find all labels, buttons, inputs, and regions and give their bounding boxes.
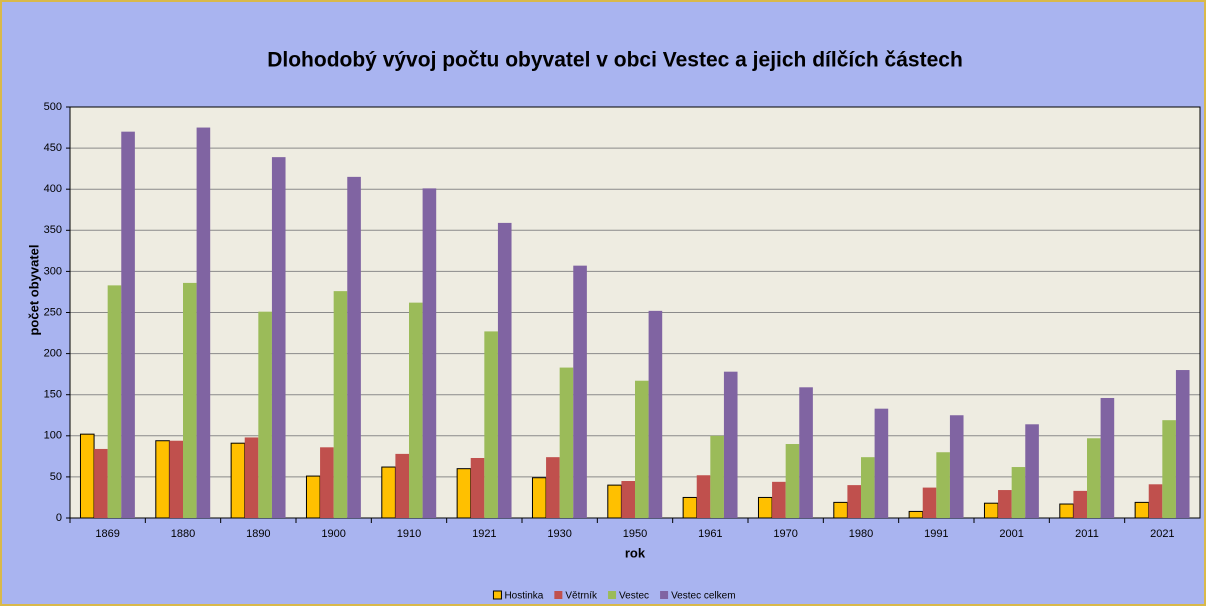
y-tick-label: 200 [44,348,62,360]
bar [1175,370,1190,518]
bar [244,437,259,518]
y-tick-label: 250 [44,306,62,318]
bar [1059,503,1074,519]
legend-swatch [554,591,563,599]
bar [422,188,437,519]
bar [607,484,622,519]
bar [983,502,999,519]
y-tick-label: 450 [44,142,62,154]
bar [757,496,773,519]
x-tick-label: 1869 [95,528,119,540]
bar [94,448,108,518]
bar [1162,420,1176,518]
bar [107,285,122,518]
x-tick-label: 1900 [321,528,345,540]
legend-label: Vestec [619,591,649,602]
bar [1011,467,1026,518]
legend-swatch [492,590,502,600]
bar [621,481,635,518]
bar [1087,438,1101,518]
bar [949,415,964,518]
x-tick-label: 2001 [999,528,1023,540]
bar [785,444,800,518]
bar [682,496,698,519]
y-tick-label: 100 [44,430,62,442]
bar [635,380,649,518]
bar [559,367,574,518]
y-tick-label: 400 [44,183,62,195]
chart-title: Dlohodobý vývoj počtu obyvatel v obci Ve… [267,49,963,72]
bar [79,433,95,519]
bar [484,331,498,518]
bar [305,475,321,519]
x-tick-label: 1970 [773,528,797,540]
x-tick-label: 2021 [1150,528,1174,540]
bar [723,371,738,518]
x-tick-label: 1950 [623,528,647,540]
bar [395,453,409,518]
bar [183,282,197,518]
y-tick-label: 150 [44,389,62,401]
bar [1025,424,1039,518]
bar [347,176,361,518]
x-axis-label: rok [625,545,646,560]
bar [1073,490,1087,518]
bar [333,291,348,518]
x-tick-label: 1880 [171,528,195,540]
y-tick-label: 350 [44,224,62,236]
y-tick-label: 500 [44,101,62,113]
bar [155,440,170,519]
bar [936,452,950,518]
bar [1148,484,1163,518]
legend-label: Větrník [565,591,598,602]
bar [833,501,848,519]
x-tick-label: 2011 [1075,528,1099,540]
bar [271,157,286,518]
bar [874,408,889,518]
legend-swatch [660,591,669,599]
bar [230,442,246,519]
x-tick-label: 1930 [547,528,571,540]
bar [710,435,724,518]
bar [320,447,334,518]
y-tick-label: 0 [56,512,62,524]
y-tick-label: 300 [44,265,62,277]
bar [497,222,512,519]
bar [196,127,211,519]
y-axis-label: počet obyvatel [26,244,41,335]
x-tick-label: 1921 [472,528,496,540]
y-tick-label: 50 [50,471,62,483]
bar [258,311,272,518]
bar [1134,501,1150,519]
bar [381,466,396,519]
bar [121,131,135,518]
bar [847,485,861,518]
bar [1100,397,1115,518]
x-tick-label: 1890 [246,528,270,540]
bar [531,477,547,519]
legend-label: Hostinka [504,591,543,602]
bar [470,457,485,518]
bar [546,457,560,518]
bar [409,302,423,518]
x-tick-label: 1961 [698,528,722,540]
x-tick-label: 1980 [849,528,873,540]
bar [998,490,1012,518]
bar [922,487,937,518]
bar [799,387,813,518]
bar [456,468,472,519]
bar [648,310,663,518]
legend-label: Vestec celkem [671,591,735,602]
bar [169,440,183,518]
bar [772,481,786,518]
legend-swatch [608,591,617,599]
bar [908,510,924,519]
bar [573,265,587,518]
x-tick-label: 1991 [924,528,948,540]
bar [861,457,875,518]
x-tick-label: 1910 [397,528,421,540]
bar [696,475,711,518]
